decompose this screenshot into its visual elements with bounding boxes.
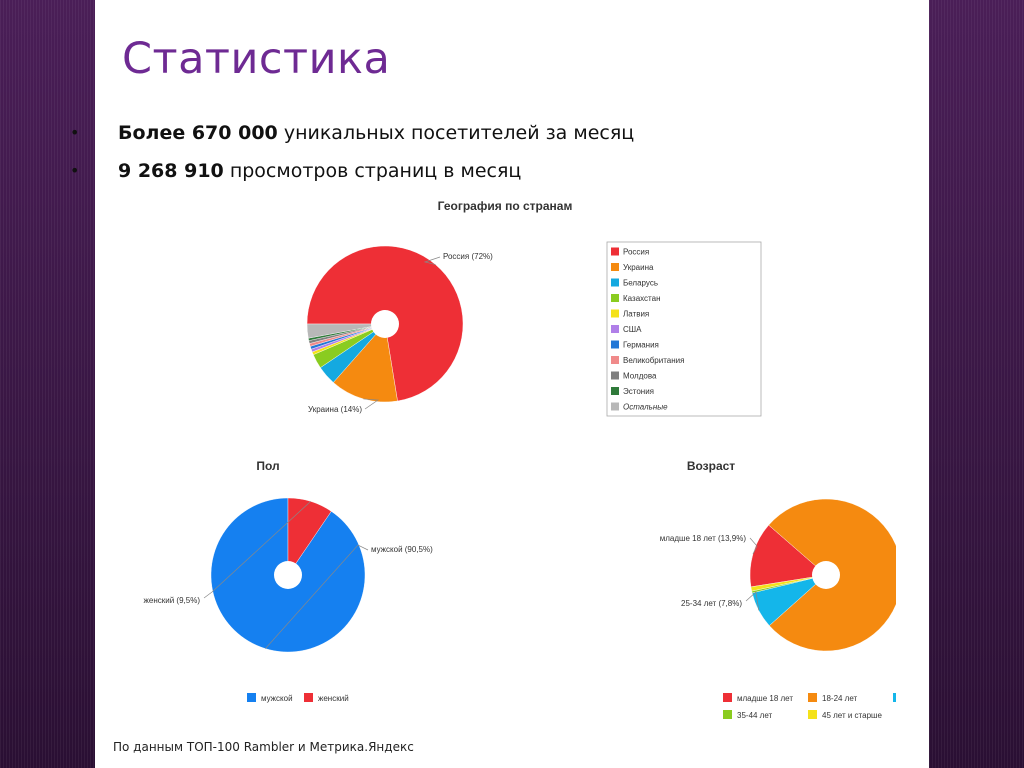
age-callout-line-младше-18-лет [749, 537, 758, 555]
age-legend-swatch-18-24-лет [808, 693, 817, 702]
bullet-pageviews-text: просмотров страниц в месяц [223, 160, 522, 182]
slide-title: Статистика [122, 34, 391, 84]
geo-chart-title: География по странам [438, 199, 573, 213]
age-callout-line-25-34-лет [745, 591, 760, 611]
gender-chart: Пол мужской (90,5%) женский (9,5%) мужской… [144, 459, 434, 703]
bullet-list: • Более 670 000 уникальных посетителей за… [70, 116, 634, 192]
geo-slice-украина [333, 323, 398, 403]
gender-callout-line-мужской [265, 544, 369, 649]
age-legend-label-45-лет-и-старше: 45 лет и старше [822, 711, 882, 720]
gender-legend-label-мужской: мужской [261, 694, 293, 703]
geo-legend-swatch-молдова [611, 371, 619, 380]
bullet-dot-icon: • [70, 123, 80, 142]
age-legend-swatch-35-44-лет [723, 710, 732, 719]
geo-chart: География по странам Россия (72%) Украина… [306, 199, 762, 417]
geo-legend-swatch-казахстан [611, 294, 619, 302]
gender-callout-line-женский [203, 501, 311, 599]
bullet-visitors: • Более 670 000 уникальных посетителей за… [70, 116, 634, 154]
gender-legend-swatch-мужской [247, 693, 256, 702]
gender-callout-женский: женский (9,5%) [144, 596, 201, 605]
geo-legend-label-беларусь: Беларусь [623, 279, 658, 288]
geo-legend-swatch-великобритания [611, 356, 619, 364]
geo-legend-swatch-сша [611, 325, 619, 333]
slide: Статистика • Более 670 000 уникальных пос… [70, 0, 975, 768]
geo-donut-hole [371, 310, 399, 338]
age-chart-title: Возраст [687, 459, 735, 473]
bullet-visitors-text: уникальных посетителей за месяц [277, 122, 635, 144]
age-chart: Возраст младше 18 лет (13,9%)18-24 лет (… [660, 459, 975, 720]
geo-chart-panel: География по странам Россия (72%) Украина… [273, 195, 777, 443]
gender-legend-label-женский: женский [318, 694, 349, 703]
gender-legend-swatch-женский [304, 693, 313, 702]
bullet-pageviews-number: 9 268 910 [118, 160, 224, 182]
age-legend-swatch-младше-18-лет [723, 693, 732, 702]
geo-callout-россия: Россия (72%) [443, 252, 493, 261]
geo-slice-остальные [306, 323, 386, 339]
age-legend-swatch-25-34-лет [893, 693, 902, 702]
bullet-pageviews: • 9 268 910 просмотров страниц в месяц [70, 154, 634, 192]
geo-legend-label-сша: США [623, 325, 642, 334]
age-chart-panel: Возраст младше 18 лет (13,9%)18-24 лет (… [498, 452, 975, 730]
geo-legend-swatch-остальные [611, 402, 619, 411]
age-callout-младше-18-лет: младше 18 лет (13,9%) [660, 534, 747, 543]
source-footer: По данным ТОП-100 Rambler и Метрика.Янде… [113, 740, 414, 754]
geo-legend-label-германия: Германия [623, 341, 659, 350]
geo-callout-line-украина [363, 398, 380, 410]
gender-chart-title: Пол [256, 459, 279, 473]
geo-legend-label-остальные: Остальные [623, 403, 668, 412]
age-legend-label-18-24-лет: 18-24 лет [822, 694, 858, 703]
geo-legend-swatch-беларусь [611, 278, 619, 287]
bullet-dot-icon: • [70, 161, 80, 180]
geo-legend-swatch-германия [611, 340, 619, 349]
geo-legend-label-украина: Украина [623, 263, 654, 272]
geo-legend-swatch-украина [611, 263, 619, 271]
age-legend-label-35-44-лет: 35-44 лет [737, 711, 773, 720]
age-legend-swatch-45-лет-и-старше [808, 710, 817, 719]
age-callout-25-34-лет: 25-34 лет (7,8%) [681, 599, 742, 608]
geo-legend-swatch-эстония [611, 387, 619, 395]
geo-callout-украина: Украина (14%) [308, 405, 362, 414]
geo-legend [606, 241, 762, 417]
gender-donut-hole [274, 561, 302, 589]
age-donut-hole [812, 561, 840, 589]
geo-legend-label-казахстан: Казахстан [623, 294, 661, 303]
background-left [0, 0, 95, 768]
geo-legend-label-эстония: Эстония [623, 387, 654, 396]
geo-legend-label-россия: Россия [623, 248, 649, 257]
age-slice-45-лет-и-старше [750, 574, 827, 592]
geo-legend-swatch-латвия [611, 309, 619, 318]
geo-legend-label-великобритания: Великобритания [623, 356, 684, 365]
geo-legend-label-молдова: Молдова [623, 372, 657, 381]
geo-callout-line-россия [423, 256, 441, 265]
bullet-visitors-number: Более 670 000 [118, 122, 278, 144]
geo-legend-swatch-россия [611, 247, 619, 256]
geo-legend-label-латвия: Латвия [623, 310, 649, 319]
gender-callout-мужской: мужской (90,5%) [371, 545, 433, 554]
gender-chart-panel: Пол мужской (90,5%) женский (9,5%) мужской… [128, 452, 498, 730]
background-right [929, 0, 1024, 768]
age-legend-label-младше-18-лет: младше 18 лет [737, 694, 793, 703]
